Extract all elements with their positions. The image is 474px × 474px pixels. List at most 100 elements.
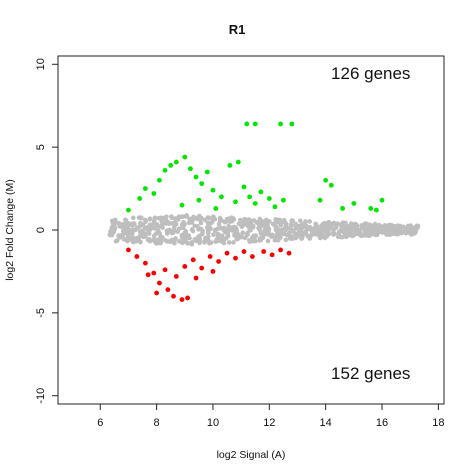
point-unchanged xyxy=(320,229,326,235)
point-unchanged xyxy=(333,223,339,228)
point-unchanged xyxy=(261,222,267,228)
point-unchanged xyxy=(182,221,187,227)
point-unchanged xyxy=(351,232,357,238)
point-unchanged xyxy=(212,228,218,234)
point-unchanged xyxy=(324,224,330,230)
point-down xyxy=(151,270,157,276)
point-unchanged xyxy=(309,230,315,236)
point-unchanged xyxy=(183,213,189,219)
point-up xyxy=(317,197,323,203)
point-unchanged xyxy=(303,230,309,236)
point-up xyxy=(368,206,374,211)
point-unchanged xyxy=(173,236,178,241)
y-tick-label: 10 xyxy=(35,58,47,70)
y-tick-label: -10 xyxy=(35,388,47,404)
point-down xyxy=(210,269,216,274)
point-unchanged xyxy=(176,214,182,220)
point-unchanged xyxy=(269,232,275,238)
point-unchanged xyxy=(415,225,420,230)
point-unchanged xyxy=(226,240,232,245)
point-unchanged xyxy=(233,231,239,236)
point-up xyxy=(210,187,216,193)
point-up xyxy=(351,201,357,206)
y-axis-title: log2 Fold Change (M) xyxy=(4,179,16,281)
point-up xyxy=(182,154,188,160)
point-up xyxy=(340,206,345,211)
point-up xyxy=(151,191,157,196)
point-unchanged xyxy=(316,227,322,233)
point-unchanged xyxy=(190,217,195,223)
point-up xyxy=(168,162,174,168)
point-up xyxy=(137,196,143,201)
point-unchanged xyxy=(152,225,158,231)
x-tick-label: 8 xyxy=(154,417,160,429)
x-tick-label: 6 xyxy=(97,417,103,429)
point-unchanged xyxy=(208,226,213,232)
point-down xyxy=(173,274,179,279)
point-unchanged xyxy=(193,216,199,221)
point-down xyxy=(182,264,188,269)
point-unchanged xyxy=(147,216,153,222)
point-up xyxy=(373,207,379,213)
point-up xyxy=(379,197,385,203)
point-unchanged xyxy=(410,227,416,233)
point-unchanged xyxy=(266,227,272,233)
point-unchanged xyxy=(379,227,385,233)
point-unchanged xyxy=(395,223,401,228)
point-unchanged xyxy=(302,223,307,229)
point-down xyxy=(269,252,275,258)
point-unchanged xyxy=(164,214,169,220)
point-unchanged xyxy=(354,227,360,233)
point-up xyxy=(266,196,272,201)
point-down xyxy=(126,247,131,253)
point-up xyxy=(278,121,283,127)
point-up xyxy=(281,197,286,203)
point-unchanged xyxy=(294,233,299,238)
point-unchanged xyxy=(260,235,266,240)
point-unchanged xyxy=(173,221,179,227)
point-down xyxy=(190,257,196,263)
point-unchanged xyxy=(208,240,214,245)
point-unchanged xyxy=(126,230,131,236)
point-down xyxy=(233,255,238,261)
point-unchanged xyxy=(199,231,205,237)
point-unchanged xyxy=(262,226,268,232)
x-tick-label: 16 xyxy=(376,417,388,429)
gene-count-label: 152 genes xyxy=(331,364,410,383)
point-unchanged xyxy=(383,228,389,234)
point-up xyxy=(204,169,210,175)
point-unchanged xyxy=(223,219,228,225)
point-unchanged xyxy=(239,224,245,229)
point-unchanged xyxy=(215,231,221,237)
point-unchanged xyxy=(338,234,344,240)
point-unchanged xyxy=(223,236,229,241)
point-up xyxy=(258,189,264,195)
point-up xyxy=(235,159,241,165)
point-down xyxy=(261,249,267,254)
point-unchanged xyxy=(113,217,118,223)
annotations: 126 genes 152 genes xyxy=(331,64,410,383)
point-unchanged xyxy=(200,228,205,233)
point-up xyxy=(157,177,162,183)
point-up xyxy=(213,206,219,211)
point-up xyxy=(196,197,202,203)
point-unchanged xyxy=(328,222,333,227)
point-down xyxy=(286,250,292,256)
point-unchanged xyxy=(357,231,363,237)
point-up xyxy=(173,159,179,165)
point-unchanged xyxy=(250,224,256,230)
point-up xyxy=(219,194,224,200)
point-unchanged xyxy=(189,240,195,245)
point-unchanged xyxy=(219,237,224,243)
point-unchanged xyxy=(219,218,224,223)
point-down xyxy=(199,265,205,271)
point-unchanged xyxy=(307,219,313,224)
point-unchanged xyxy=(388,225,393,231)
point-unchanged xyxy=(140,222,146,227)
point-down xyxy=(165,287,171,293)
point-unchanged xyxy=(281,231,287,237)
point-unchanged xyxy=(157,231,162,236)
point-up xyxy=(247,194,252,200)
